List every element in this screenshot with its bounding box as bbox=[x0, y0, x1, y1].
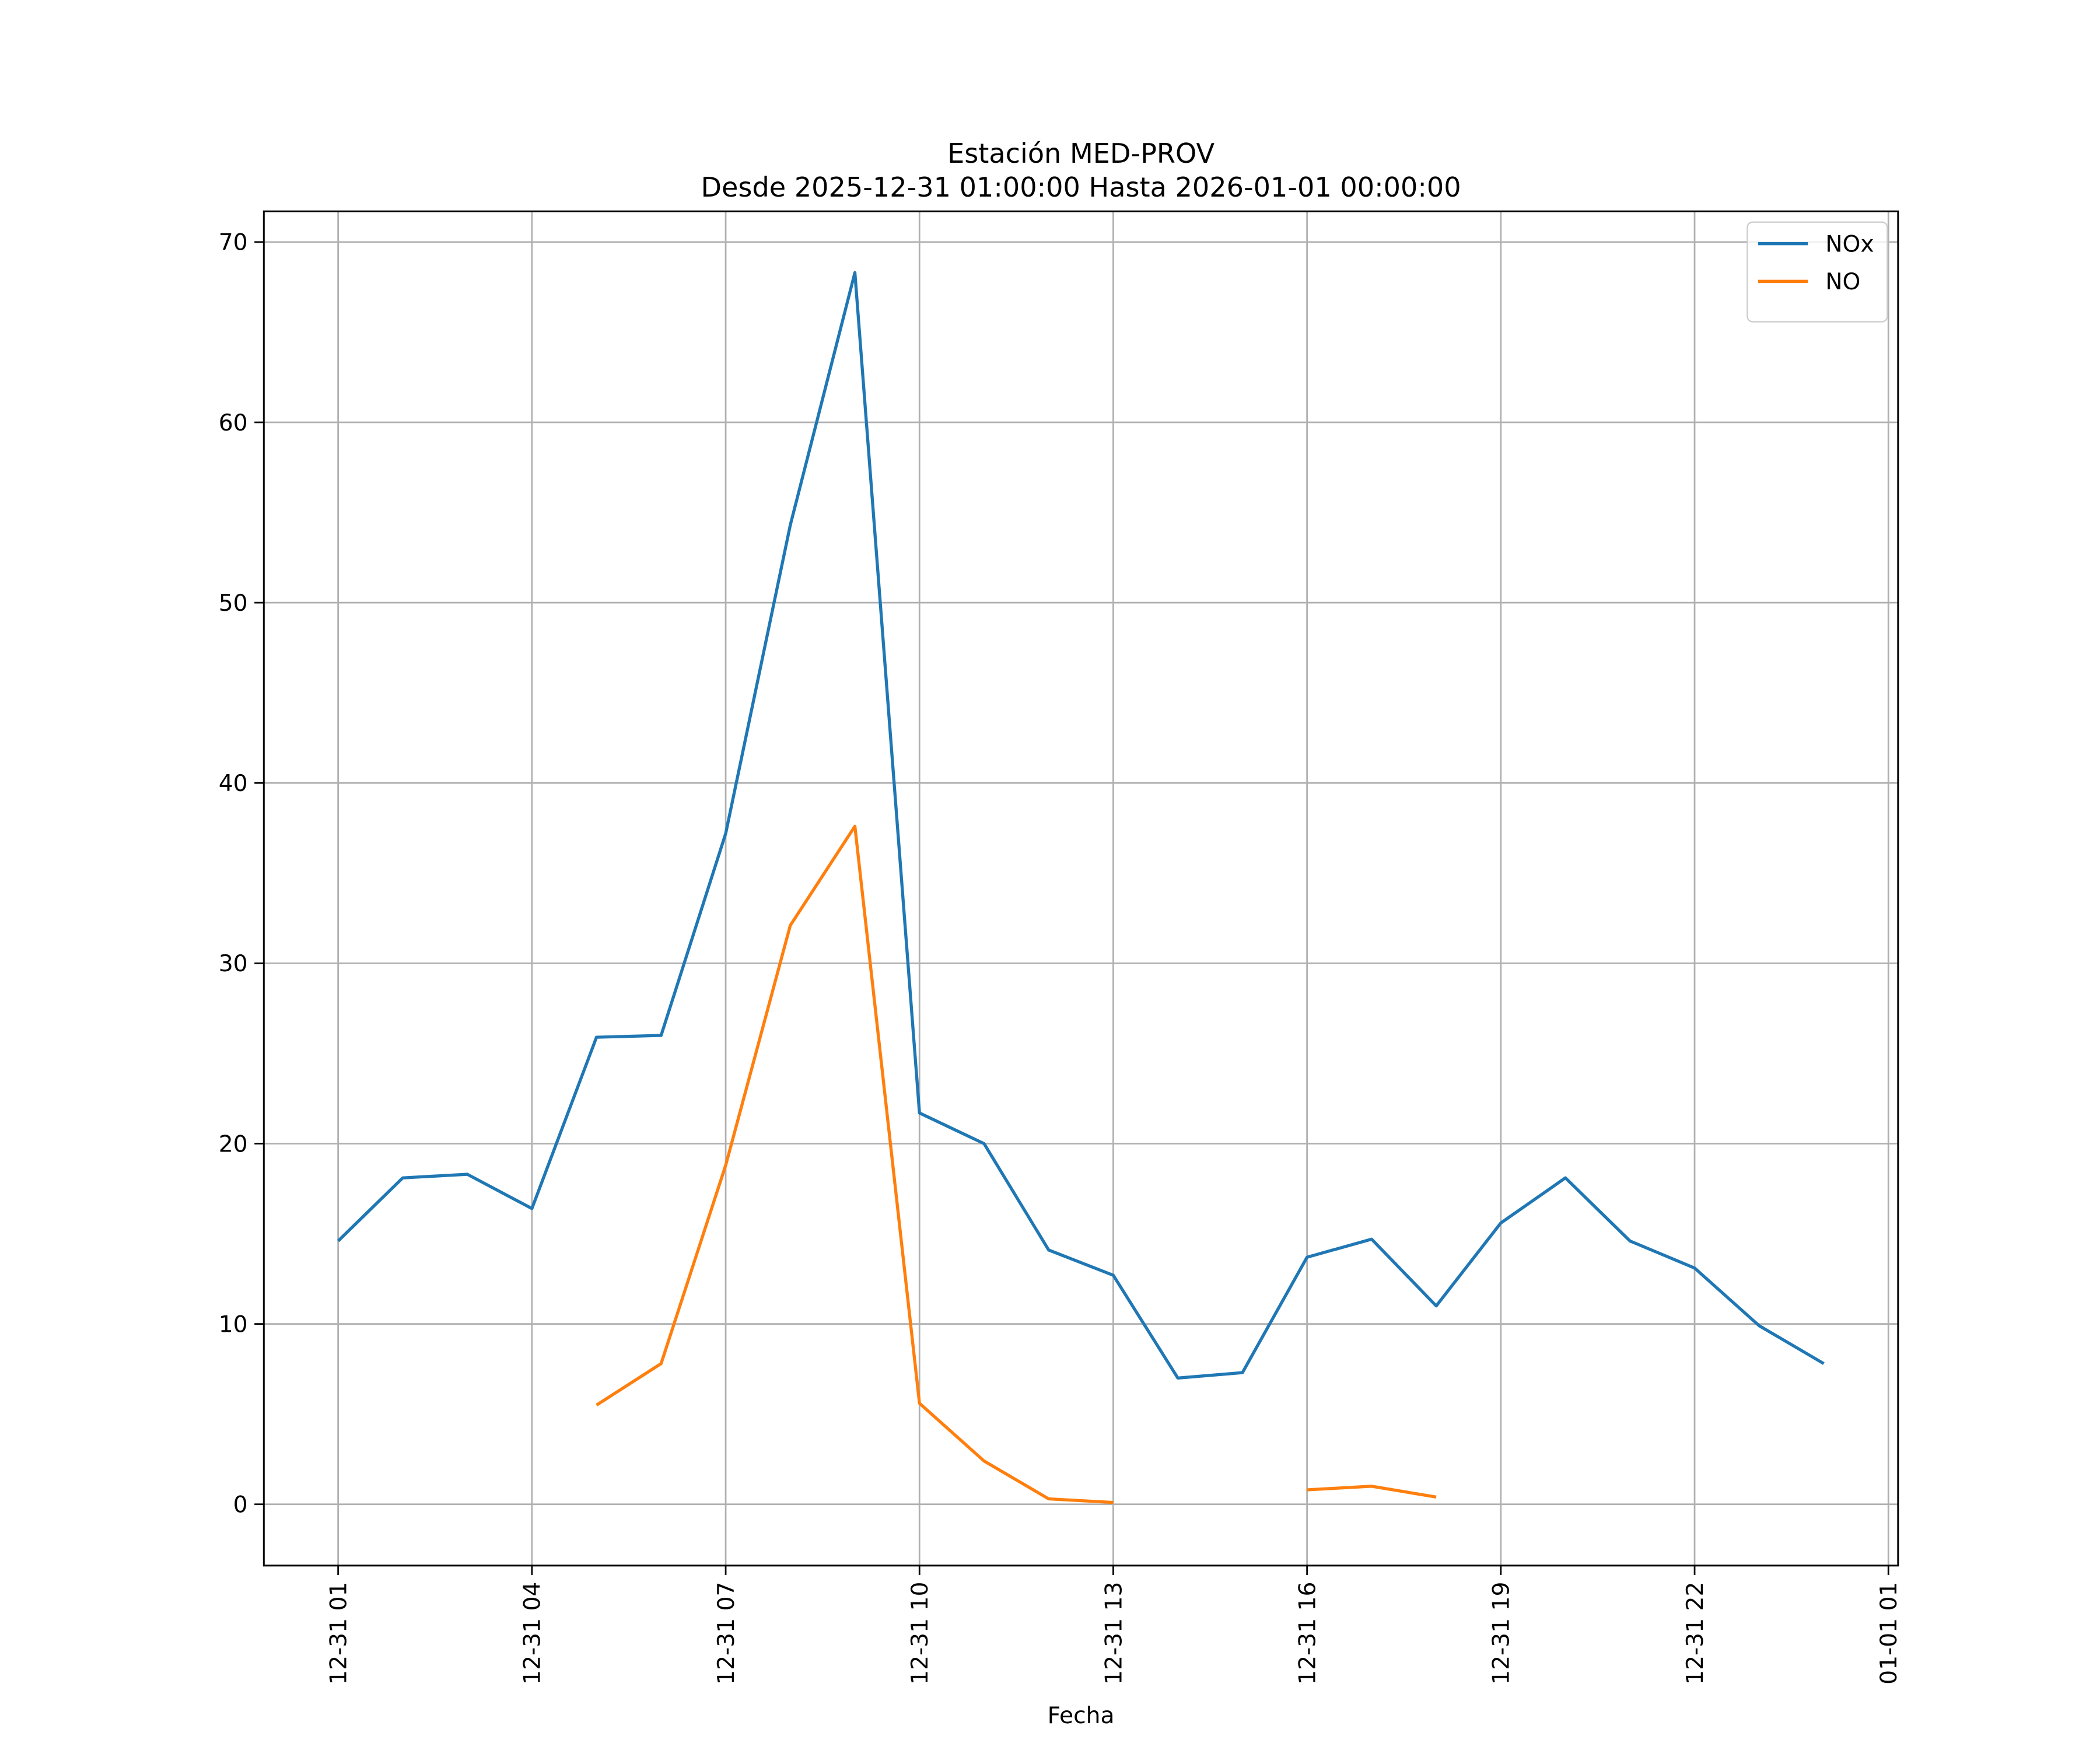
x-tick-label: 12-31 19 bbox=[1489, 1582, 1515, 1685]
x-tick-label: 12-31 10 bbox=[907, 1582, 933, 1685]
x-tick-label: 12-31 22 bbox=[1682, 1582, 1709, 1685]
line-series bbox=[337, 271, 1825, 1380]
chart-title: Estación MED-PROV bbox=[947, 138, 1214, 169]
plot-frame bbox=[262, 210, 1899, 1567]
legend-box bbox=[1746, 221, 1888, 323]
y-tick-label: 0 bbox=[233, 1492, 248, 1518]
x-tick-label: 12-31 01 bbox=[326, 1582, 352, 1685]
y-tick-label: 40 bbox=[219, 771, 248, 797]
y-tick-label: 60 bbox=[219, 410, 248, 436]
x-tick-label: 12-31 13 bbox=[1101, 1582, 1127, 1685]
x-tick-label: 12-31 04 bbox=[520, 1582, 546, 1685]
y-tick-label: 10 bbox=[219, 1311, 248, 1338]
x-tick-label: 12-31 16 bbox=[1294, 1582, 1321, 1685]
y-tick-label: 70 bbox=[219, 230, 248, 256]
legend-label: NO bbox=[1825, 269, 1860, 295]
legend: NOx NO bbox=[1746, 221, 1888, 323]
x-axis-label: Fecha bbox=[1048, 1703, 1115, 1729]
y-tick-label: 30 bbox=[219, 951, 248, 977]
x-tick-label: 12-31 07 bbox=[713, 1582, 740, 1685]
y-tick-label: 20 bbox=[219, 1131, 248, 1157]
x-tick-label: 01-01 01 bbox=[1876, 1582, 1902, 1685]
y-tick-label: 50 bbox=[219, 590, 248, 617]
legend-label: NOx bbox=[1825, 232, 1874, 258]
chart-subtitle: Desde 2025-12-31 01:00:00 Hasta 2026-01-… bbox=[701, 172, 1461, 203]
line-series bbox=[596, 824, 1437, 1504]
